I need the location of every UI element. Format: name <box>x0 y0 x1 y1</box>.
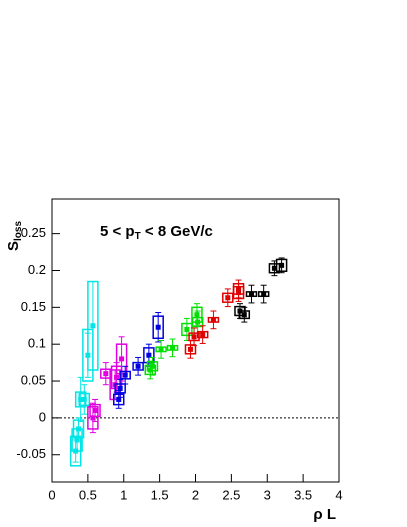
point <box>155 324 161 330</box>
point <box>119 356 125 362</box>
point <box>236 286 242 292</box>
y-tick-label: 0 <box>39 409 46 424</box>
point <box>90 323 96 329</box>
point <box>187 346 193 352</box>
x-tick-label: 2.5 <box>222 487 240 502</box>
point <box>146 352 152 358</box>
x-tick-label: 3.5 <box>294 487 312 502</box>
point <box>78 396 84 402</box>
annotation-text: < 8 GeV/c <box>141 223 213 240</box>
y-tick-label: 0.05 <box>21 372 46 387</box>
point <box>149 363 155 369</box>
y-label-sub: loss <box>13 221 24 241</box>
point <box>194 312 200 318</box>
annotation: 5 < pT < 8 GeV/c <box>100 223 213 242</box>
point <box>158 346 164 352</box>
x-tick-label: 0 <box>48 487 55 502</box>
y-tick-label: 0.15 <box>21 299 46 314</box>
x-tick-label: 4 <box>335 487 342 502</box>
x-axis-label: ρ L <box>313 506 336 523</box>
point <box>271 265 277 271</box>
point <box>279 262 285 268</box>
point <box>92 408 98 414</box>
point <box>122 372 128 378</box>
point <box>76 426 82 432</box>
point <box>103 371 109 377</box>
point <box>90 415 96 421</box>
y-tick-label: -0.05 <box>16 446 46 461</box>
point <box>191 334 197 340</box>
x-tick-label: 1 <box>120 487 127 502</box>
y-tick-label: 0.25 <box>21 225 46 240</box>
y-tick-label: 0.2 <box>28 262 46 277</box>
point <box>184 326 190 332</box>
point <box>81 396 87 402</box>
x-tick-label: 1.5 <box>151 487 169 502</box>
annotation-sub: T <box>135 231 141 242</box>
point <box>241 312 247 318</box>
point <box>117 385 123 391</box>
point <box>261 291 267 297</box>
x-tick-label: 2 <box>192 487 199 502</box>
x-tick-label: 0.5 <box>79 487 97 502</box>
y-axis-label: Sloss <box>5 221 24 251</box>
point <box>114 374 120 380</box>
point <box>195 319 201 325</box>
x-tick-label: 3 <box>264 487 271 502</box>
point <box>248 291 254 297</box>
point <box>200 332 206 338</box>
point <box>210 317 216 323</box>
point <box>170 345 176 351</box>
y-label-main: S <box>5 241 22 251</box>
annotation-text: 5 < p <box>100 223 135 240</box>
point <box>135 363 141 369</box>
point <box>116 396 122 402</box>
y-tick-label: 0.1 <box>28 336 46 351</box>
point <box>225 295 231 301</box>
